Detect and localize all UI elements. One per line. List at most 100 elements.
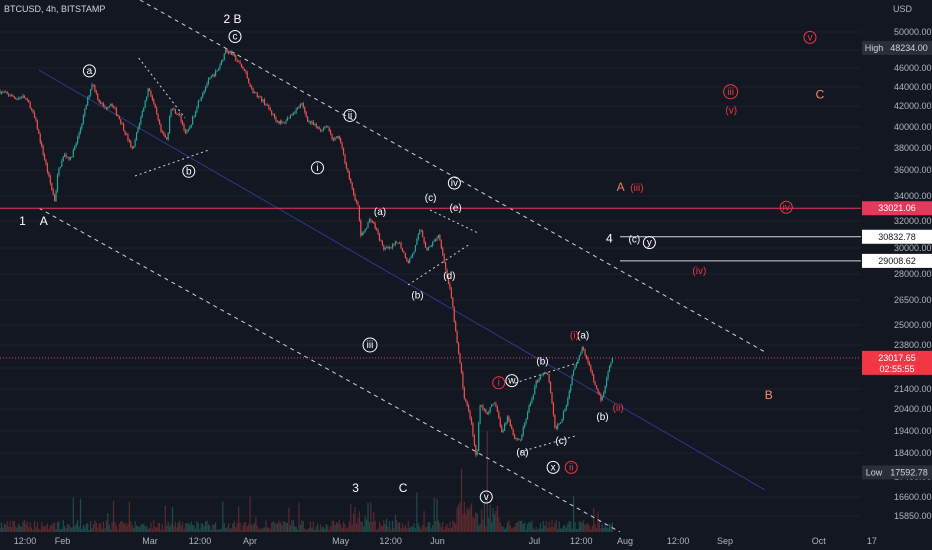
candle-body <box>282 122 284 124</box>
candle-body <box>223 53 225 60</box>
volume-bar <box>453 521 455 532</box>
time-tick-label: Feb <box>55 536 71 546</box>
candle-body <box>219 64 221 69</box>
volume-bar <box>545 521 547 532</box>
volume-bar <box>8 526 10 532</box>
candle-body <box>413 251 415 254</box>
volume-bar <box>525 529 527 532</box>
volume-bar <box>468 509 470 532</box>
price-badges: 33021.06 30832.78 29008.62 23017.6502:55:55… <box>862 40 932 480</box>
price-axis-currency: USD <box>893 4 913 14</box>
candle-body <box>603 392 605 397</box>
volume-bar <box>361 521 363 532</box>
volume-bar <box>22 521 24 532</box>
candle-body <box>187 129 189 132</box>
volume-bar <box>595 527 598 532</box>
candle-body <box>443 254 445 263</box>
candle-body <box>480 405 483 407</box>
candle-body <box>535 380 537 387</box>
candle-body <box>488 411 490 414</box>
volume-bar <box>220 528 222 532</box>
candle-body <box>341 143 343 148</box>
volume-bar <box>112 500 115 532</box>
volume-bar <box>417 523 419 532</box>
volume-bar <box>344 524 346 532</box>
candle-body <box>38 129 40 134</box>
wave-label-red: (v) <box>725 105 737 116</box>
volume-bar <box>493 514 496 532</box>
volume-bar <box>506 522 509 532</box>
volume-bar <box>330 526 332 532</box>
volume-bar <box>457 504 460 532</box>
volume-bar <box>248 524 250 532</box>
candle-body <box>388 247 391 249</box>
candle-body <box>427 247 429 251</box>
volume-bar <box>383 520 385 532</box>
volume-bar <box>572 495 575 532</box>
candle-body <box>555 427 557 429</box>
volume-bar <box>434 520 437 532</box>
candle-body <box>581 347 583 353</box>
volume-bar <box>212 524 214 532</box>
time-tick-label: 12:00 <box>667 536 690 546</box>
candle-body <box>588 362 590 366</box>
volume-bar <box>371 521 373 532</box>
candle-body <box>512 429 514 435</box>
candle-body <box>52 189 54 195</box>
volume-bar <box>82 524 84 532</box>
volume-bar <box>486 431 488 532</box>
key-level-badge <box>862 201 932 216</box>
candle-body <box>242 66 244 69</box>
candle-body <box>344 154 346 164</box>
candle-body <box>144 100 146 108</box>
volume-bar <box>534 529 536 532</box>
wave-label-circled-red-circle <box>492 376 506 390</box>
candle-body <box>400 242 402 249</box>
candle-body <box>299 104 302 108</box>
volume-bar <box>141 524 143 532</box>
candle-body <box>587 358 589 363</box>
time-axis[interactable]: 12:00 Feb Mar 12:00 Apr May 12:00 Jun Jul 12:00 Au… <box>0 532 932 550</box>
volume-bar <box>603 527 605 532</box>
volume-bar <box>401 523 404 532</box>
candle-body <box>538 379 540 382</box>
candle-body <box>16 99 18 100</box>
candle-body <box>610 362 612 367</box>
candle-body <box>575 362 578 367</box>
candle-body <box>49 175 51 184</box>
lower-channel-line <box>38 207 621 533</box>
volume-bar <box>137 526 139 532</box>
candle-body <box>604 385 606 393</box>
candle-body <box>121 123 123 125</box>
candle-body <box>453 307 455 322</box>
key-level-value: 33021.06 <box>878 203 916 213</box>
candle-body <box>337 136 339 138</box>
candle-body <box>532 394 534 399</box>
candle-body <box>296 107 299 109</box>
volume-bar <box>483 502 486 532</box>
volume-bar <box>49 525 51 532</box>
volume-bar <box>94 520 96 532</box>
volume-bar <box>360 521 362 532</box>
volume-bar <box>222 501 224 532</box>
candle-body <box>176 113 178 115</box>
candle-body <box>174 109 176 114</box>
wave-label-red: (ii) <box>613 403 624 414</box>
volume-bar <box>189 524 191 532</box>
volume-bar <box>328 529 330 532</box>
triangle-line <box>429 209 479 234</box>
wave-label-red: A <box>617 180 625 194</box>
candle-body <box>65 154 67 158</box>
candle-body <box>493 403 496 405</box>
volume-bar <box>407 520 409 532</box>
wave-label-red: (iii) <box>630 183 643 194</box>
price-tick-label: 30000.00 <box>894 243 932 253</box>
volume-bar <box>74 525 76 532</box>
volume-bar <box>340 524 342 532</box>
candle-body <box>248 78 250 84</box>
candle-body <box>357 202 359 206</box>
volume-bar <box>226 527 228 532</box>
candle-body <box>134 139 136 147</box>
volume-bar <box>180 525 182 532</box>
